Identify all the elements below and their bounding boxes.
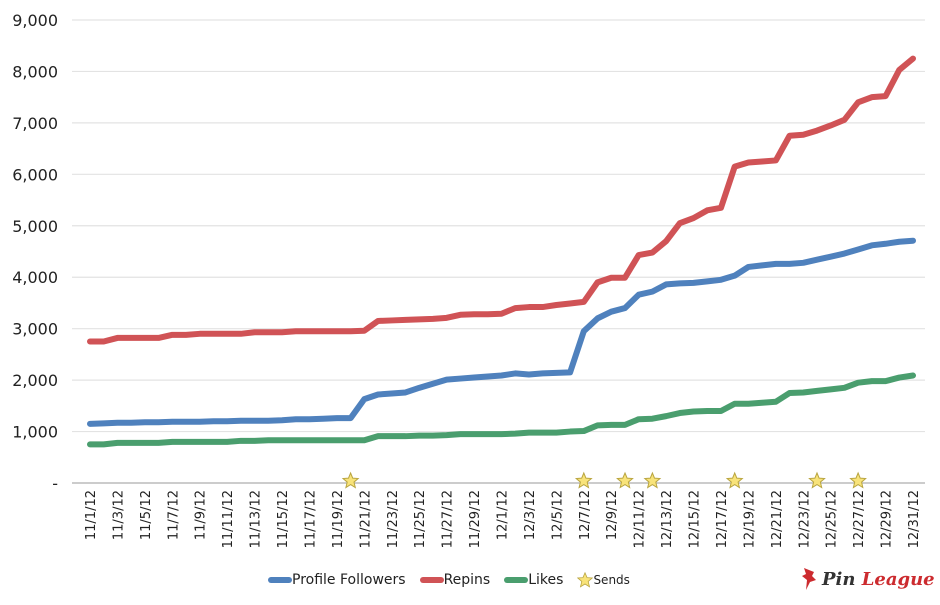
x-tick-label: 11/1/12 (84, 490, 99, 540)
y-tick-label: 9,000 (12, 11, 58, 30)
x-tick-label: 12/11/12 (633, 490, 648, 548)
legend-label: Sends (593, 573, 630, 587)
line-chart: - 1,000 2,000 3,000 4,000 5,000 6,000 7,000 8,00… (12, 11, 925, 548)
x-tick-label: 12/27/12 (852, 490, 867, 548)
x-tick-label: 12/23/12 (797, 490, 812, 548)
y-tick-label: 1,000 (12, 423, 58, 442)
x-tick-label: 12/25/12 (825, 490, 840, 548)
x-tick-label: 11/11/12 (221, 490, 236, 548)
y-tick-label: 7,000 (12, 114, 58, 133)
y-tick-label: 5,000 (12, 217, 58, 236)
logo-text: Pin League (822, 568, 935, 590)
y-tick-label: 6,000 (12, 165, 58, 184)
y-tick-label: 3,000 (12, 320, 58, 339)
legend-item-likes: Likes (504, 572, 563, 588)
x-tick-label: 12/3/12 (523, 490, 538, 540)
send-star-marker (643, 471, 662, 489)
legend-item-sends: Sends (577, 572, 630, 588)
legend-label: Profile Followers (292, 572, 406, 588)
legend-item-followers: Profile Followers (268, 572, 406, 588)
x-tick-label: 12/7/12 (578, 490, 593, 540)
x-tick-label: 12/13/12 (660, 490, 675, 548)
x-tick-label: 12/31/12 (907, 490, 922, 548)
send-star-marker (341, 471, 360, 489)
pinleague-logo: Pin League (800, 566, 935, 592)
x-tick-label: 11/25/12 (413, 490, 428, 548)
x-tick-label: 11/5/12 (139, 490, 154, 540)
x-tick-label: 11/9/12 (194, 490, 209, 540)
x-tick-label: 12/17/12 (715, 490, 730, 548)
x-tick-label: 11/23/12 (386, 490, 401, 548)
x-tick-label: 12/29/12 (880, 490, 895, 548)
y-tick-label: 8,000 (12, 62, 58, 81)
x-tick-label: 11/3/12 (111, 490, 126, 540)
star-icon (577, 572, 594, 588)
send-star-marker (808, 471, 826, 489)
legend-label: Repins (443, 572, 491, 588)
y-tick-label: - (52, 474, 58, 493)
x-tick-label: 11/17/12 (303, 490, 318, 548)
x-tick-label: 11/15/12 (276, 490, 291, 548)
legend-swatch (268, 577, 292, 583)
send-star-marker (616, 471, 634, 489)
x-tick-label: 11/21/12 (358, 490, 373, 548)
send-star-marker (725, 471, 744, 489)
x-tick-label: 12/9/12 (605, 490, 620, 540)
legend-swatch (419, 577, 444, 583)
send-star-marker (849, 471, 867, 489)
x-tick-label: 11/19/12 (331, 490, 346, 548)
x-tick-label: 12/19/12 (742, 490, 757, 548)
y-tick-label: 2,000 (12, 371, 58, 390)
x-tick-label: 11/27/12 (441, 490, 456, 548)
legend-item-repins: Repins (419, 572, 491, 588)
x-tick-label: 12/1/12 (496, 490, 511, 540)
legend: Profile Followers Repins Likes Sends (268, 572, 644, 588)
y-tick-label: 4,000 (12, 268, 58, 287)
x-tick-label: 12/5/12 (550, 490, 565, 540)
x-tick-label: 11/7/12 (166, 490, 181, 540)
x-tick-label: 11/29/12 (468, 490, 483, 548)
pushpin-icon (802, 568, 816, 590)
send-star-marker (574, 471, 593, 489)
x-tick-label: 12/15/12 (688, 490, 703, 548)
x-tick-label: 11/13/12 (249, 490, 264, 548)
x-tick-label: 12/21/12 (770, 490, 785, 548)
series-line-repins (87, 55, 916, 345)
legend-label: Likes (528, 572, 564, 588)
legend-swatch (504, 577, 529, 583)
